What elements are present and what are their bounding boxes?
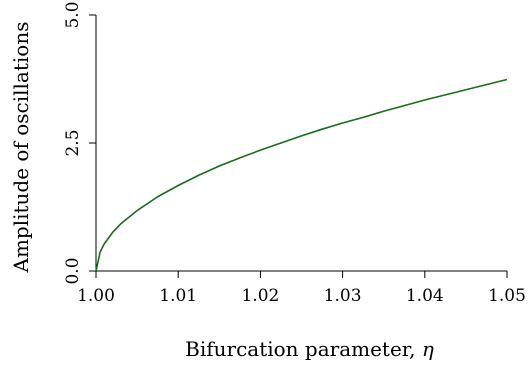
x-tick-label: 1.01 [159, 286, 197, 306]
x-ticks: 1.00 1.01 1.02 1.03 1.04 1.05 [77, 271, 526, 306]
x-axis-label-text: Bifurcation parameter, [185, 337, 422, 361]
y-axis-label: Amplitude of oscillations [9, 22, 33, 274]
series-layer [95, 78, 508, 272]
x-tick-label: 1.03 [324, 286, 362, 306]
x-axis-label-symbol: η [422, 337, 434, 361]
x-tick-label: 1.00 [77, 286, 115, 306]
x-axis-label: Bifurcation parameter, η [185, 337, 434, 361]
axis-frame [95, 15, 507, 272]
x-tick-label: 1.02 [241, 286, 279, 306]
series-line [95, 78, 508, 272]
y-tick-label: 2.5 [63, 129, 83, 156]
y-tick-label: 5.0 [63, 1, 83, 28]
y-ticks: 0.0 2.5 5.0 [63, 1, 96, 285]
y-tick-label: 0.0 [63, 257, 83, 284]
x-tick-label: 1.04 [406, 286, 444, 306]
x-tick-label: 1.05 [488, 286, 526, 306]
axes [95, 15, 507, 272]
